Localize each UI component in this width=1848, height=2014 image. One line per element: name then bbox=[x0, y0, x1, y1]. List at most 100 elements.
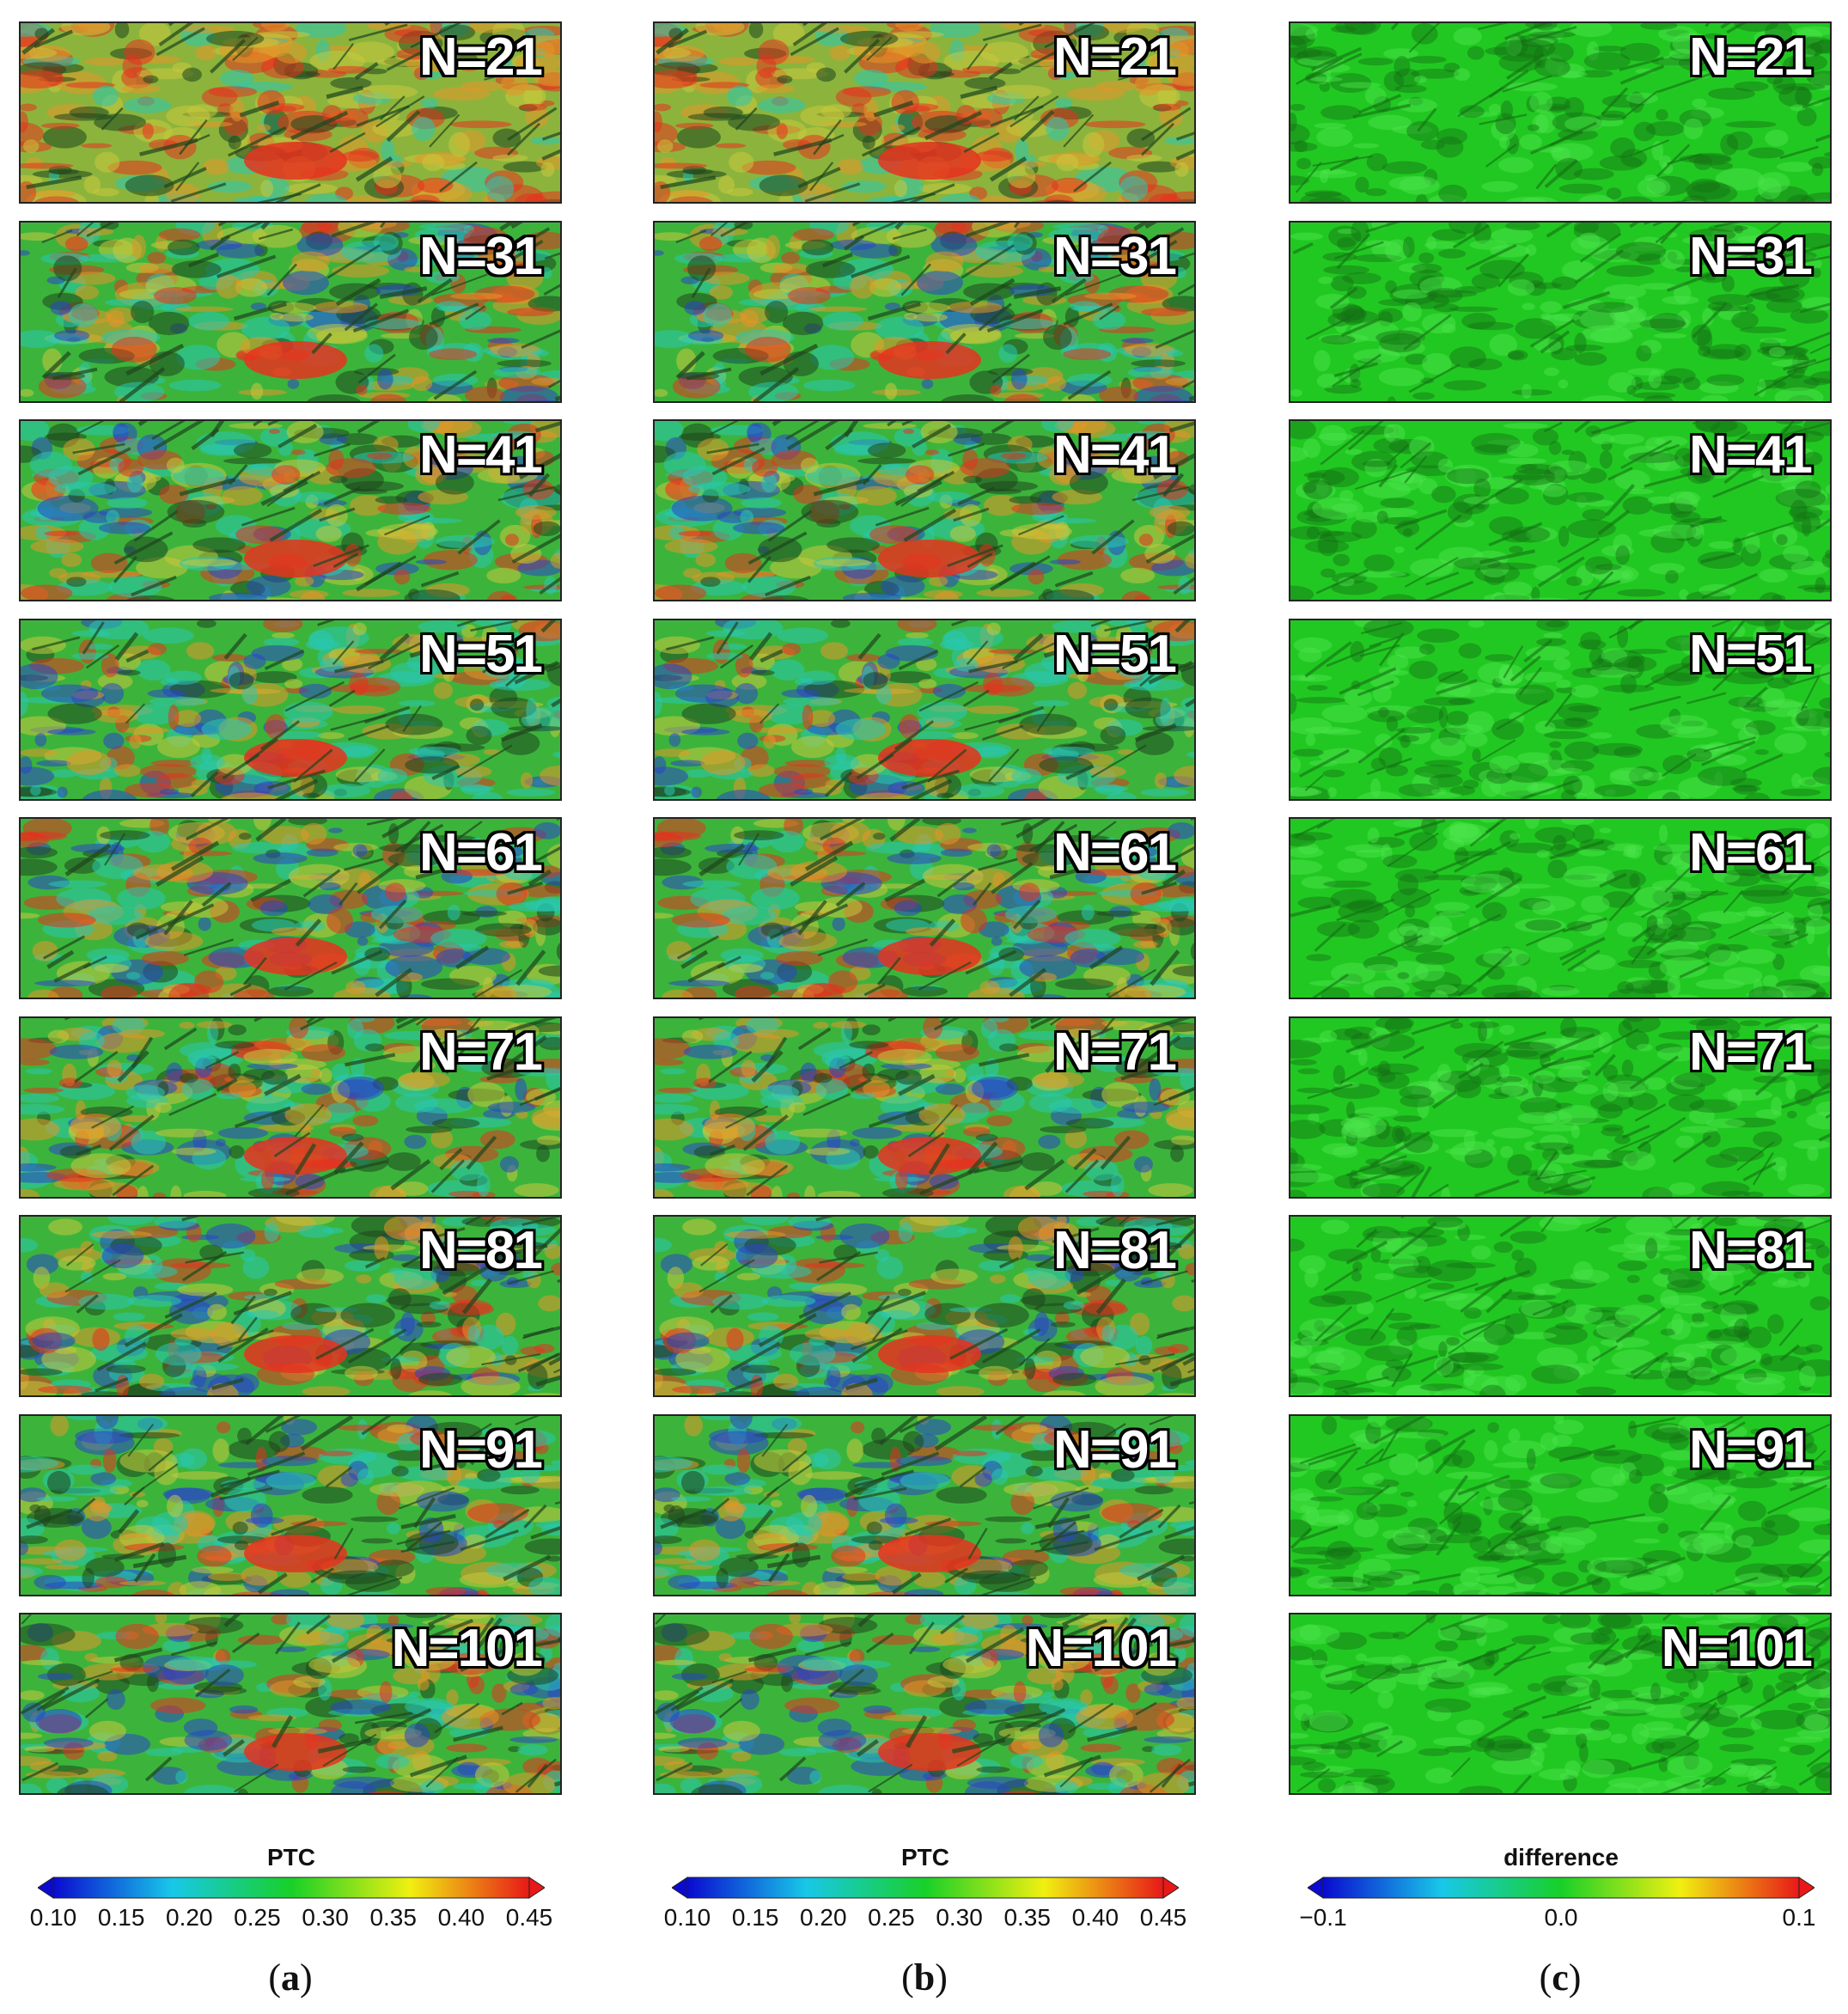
panel-n-label: N=31 bbox=[419, 227, 543, 286]
panel-n-label: N=61 bbox=[1689, 823, 1813, 882]
panel-n-label: N=31 bbox=[1053, 227, 1177, 286]
map-raster bbox=[655, 23, 1194, 202]
map-raster bbox=[21, 1217, 560, 1395]
map-raster bbox=[1290, 1217, 1830, 1395]
colorbar-tick-label: 0.15 bbox=[97, 1904, 145, 1931]
colorbar bbox=[1308, 1877, 1814, 1899]
colorbar-title: difference bbox=[1503, 1844, 1619, 1871]
map-raster bbox=[1290, 223, 1830, 401]
map-raster bbox=[1290, 421, 1830, 600]
column-letter: c bbox=[1552, 1956, 1569, 1999]
map-panel-c-6: N=71 bbox=[1289, 1016, 1832, 1199]
panel-n-label: N=41 bbox=[1053, 425, 1177, 485]
map-panel-b-1: N=21 bbox=[653, 21, 1196, 204]
map-panel-b-9: N=101 bbox=[653, 1613, 1196, 1795]
panel-n-label: N=71 bbox=[1689, 1022, 1813, 1082]
colorbar-tick-label: 0.15 bbox=[731, 1904, 779, 1931]
map-panel-b-4: N=51 bbox=[653, 619, 1196, 801]
map-raster bbox=[21, 23, 560, 202]
colorbar-tick-label: 0.30 bbox=[936, 1904, 983, 1931]
panel-n-label: N=81 bbox=[419, 1221, 543, 1280]
map-raster bbox=[655, 1217, 1194, 1395]
panel-n-label: N=101 bbox=[391, 1619, 543, 1678]
map-panel-c-5: N=61 bbox=[1289, 817, 1832, 999]
map-raster bbox=[655, 1614, 1194, 1793]
colorbar bbox=[672, 1877, 1179, 1899]
column-letter: b bbox=[913, 1956, 936, 1999]
colorbar-tick-label: 0.25 bbox=[868, 1904, 915, 1931]
map-panel-a-6: N=71 bbox=[19, 1016, 562, 1199]
colorbar-tick-label: 0.45 bbox=[505, 1904, 553, 1931]
panel-n-label: N=71 bbox=[419, 1022, 543, 1082]
column-label: (b) bbox=[901, 1956, 948, 1999]
map-panel-b-8: N=91 bbox=[653, 1414, 1196, 1596]
map-panel-a-2: N=31 bbox=[19, 221, 562, 403]
panel-n-label: N=41 bbox=[1689, 425, 1813, 485]
colorbar-tick-label: 0.25 bbox=[234, 1904, 281, 1931]
colorbar-title: PTC bbox=[267, 1844, 315, 1871]
panel-n-label: N=81 bbox=[1689, 1221, 1813, 1280]
colorbar-tick-label: 0.45 bbox=[1139, 1904, 1187, 1931]
map-raster bbox=[655, 1018, 1194, 1197]
panel-n-label: N=51 bbox=[419, 625, 543, 684]
map-panel-c-4: N=51 bbox=[1289, 619, 1832, 801]
colorbar-tick-label: 0.35 bbox=[1003, 1904, 1051, 1931]
map-panel-c-2: N=31 bbox=[1289, 221, 1832, 403]
colorbar bbox=[38, 1877, 545, 1899]
map-panel-c-3: N=41 bbox=[1289, 419, 1832, 601]
colorbar-tick-label: 0.30 bbox=[302, 1904, 349, 1931]
map-panel-a-1: N=21 bbox=[19, 21, 562, 204]
map-panel-a-4: N=51 bbox=[19, 619, 562, 801]
map-panel-c-9: N=101 bbox=[1289, 1613, 1832, 1795]
colorbar-tick-label: 0.1 bbox=[1782, 1904, 1816, 1931]
colorbar-tick-label: 0.35 bbox=[369, 1904, 417, 1931]
map-raster bbox=[655, 1416, 1194, 1595]
column-label: (c) bbox=[1539, 1956, 1582, 1999]
map-panel-b-2: N=31 bbox=[653, 221, 1196, 403]
map-raster bbox=[655, 620, 1194, 799]
map-raster bbox=[1290, 819, 1830, 998]
map-panel-b-7: N=81 bbox=[653, 1215, 1196, 1397]
map-raster bbox=[1290, 23, 1830, 202]
column-letter: a bbox=[281, 1956, 300, 1999]
colorbar-tick-label: −0.1 bbox=[1299, 1904, 1347, 1931]
panel-n-label: N=21 bbox=[1053, 27, 1177, 87]
map-raster bbox=[21, 1614, 560, 1793]
map-panel-a-3: N=41 bbox=[19, 419, 562, 601]
colorbar-tick-label: 0.0 bbox=[1544, 1904, 1578, 1931]
panel-n-label: N=41 bbox=[419, 425, 543, 485]
panel-n-label: N=51 bbox=[1053, 625, 1177, 684]
map-raster bbox=[21, 1018, 560, 1197]
map-raster bbox=[1290, 620, 1830, 799]
colorbar-tick-label: 0.10 bbox=[663, 1904, 711, 1931]
map-raster bbox=[21, 819, 560, 998]
map-panel-b-3: N=41 bbox=[653, 419, 1196, 601]
panel-n-label: N=21 bbox=[419, 27, 543, 87]
map-raster bbox=[1290, 1416, 1830, 1595]
colorbar-tick-label: 0.40 bbox=[1071, 1904, 1119, 1931]
map-raster bbox=[1290, 1018, 1830, 1197]
map-raster bbox=[655, 819, 1194, 998]
panel-n-label: N=51 bbox=[1689, 625, 1813, 684]
map-panel-c-8: N=91 bbox=[1289, 1414, 1832, 1596]
panel-n-label: N=31 bbox=[1689, 227, 1813, 286]
panel-n-label: N=71 bbox=[1053, 1022, 1177, 1082]
map-raster bbox=[655, 223, 1194, 401]
map-panel-b-5: N=61 bbox=[653, 817, 1196, 999]
map-panel-c-1: N=21 bbox=[1289, 21, 1832, 204]
map-raster bbox=[21, 223, 560, 401]
colorbar-title: PTC bbox=[901, 1844, 949, 1871]
map-raster bbox=[21, 421, 560, 600]
colorbar-tick-label: 0.20 bbox=[800, 1904, 847, 1931]
map-panel-a-8: N=91 bbox=[19, 1414, 562, 1596]
map-raster bbox=[655, 421, 1194, 600]
panel-n-label: N=81 bbox=[1053, 1221, 1177, 1280]
map-panel-a-9: N=101 bbox=[19, 1613, 562, 1795]
map-panel-a-5: N=61 bbox=[19, 817, 562, 999]
panel-n-label: N=91 bbox=[1689, 1420, 1813, 1480]
panel-n-label: N=61 bbox=[1053, 823, 1177, 882]
panel-n-label: N=21 bbox=[1689, 27, 1813, 87]
map-panel-b-6: N=71 bbox=[653, 1016, 1196, 1199]
map-panel-a-7: N=81 bbox=[19, 1215, 562, 1397]
